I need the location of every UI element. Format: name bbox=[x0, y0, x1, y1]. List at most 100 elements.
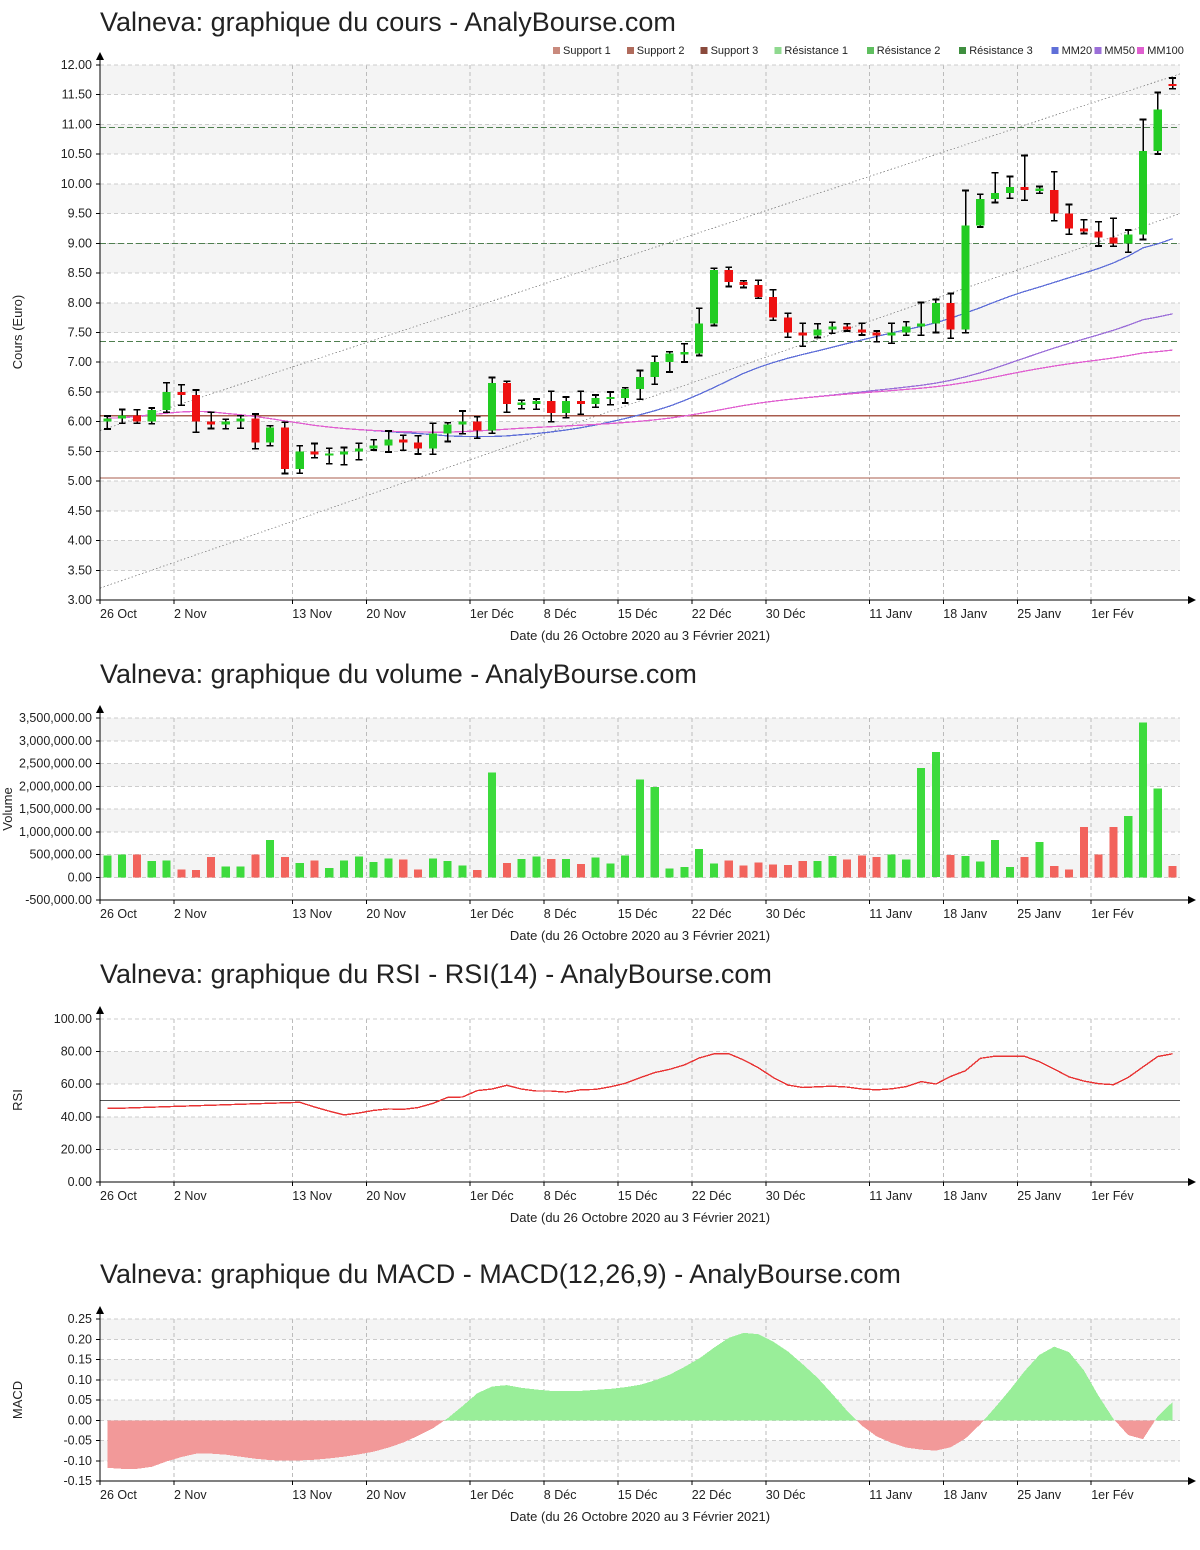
svg-text:30 Déc: 30 Déc bbox=[766, 1189, 806, 1203]
svg-text:80.00: 80.00 bbox=[61, 1045, 92, 1059]
svg-text:1er Déc: 1er Déc bbox=[470, 907, 514, 921]
svg-text:11 Janv: 11 Janv bbox=[869, 1488, 913, 1502]
svg-text:RSI: RSI bbox=[10, 1089, 25, 1111]
svg-text:3.00: 3.00 bbox=[68, 593, 92, 607]
svg-text:11 Janv: 11 Janv bbox=[869, 1189, 913, 1203]
svg-text:18 Janv: 18 Janv bbox=[943, 607, 988, 621]
svg-text:6.50: 6.50 bbox=[68, 385, 92, 399]
svg-text:MACD: MACD bbox=[10, 1381, 25, 1419]
svg-text:Date (du 26 Octobre 2020 au 3: Date (du 26 Octobre 2020 au 3 Février 20… bbox=[510, 1210, 770, 1225]
svg-text:1er Déc: 1er Déc bbox=[470, 1189, 514, 1203]
svg-text:-0.15: -0.15 bbox=[64, 1474, 93, 1488]
svg-text:2 Nov: 2 Nov bbox=[174, 1488, 207, 1502]
svg-text:26 Oct: 26 Oct bbox=[100, 1488, 137, 1502]
svg-text:22 Déc: 22 Déc bbox=[692, 607, 732, 621]
svg-text:1er Déc: 1er Déc bbox=[470, 1488, 514, 1502]
svg-text:3.50: 3.50 bbox=[68, 563, 92, 577]
svg-text:2,500,000.00: 2,500,000.00 bbox=[19, 757, 92, 771]
svg-text:1er Fév: 1er Fév bbox=[1091, 1488, 1134, 1502]
svg-text:13 Nov: 13 Nov bbox=[292, 1488, 332, 1502]
svg-text:26 Oct: 26 Oct bbox=[100, 1189, 137, 1203]
svg-text:0.00: 0.00 bbox=[68, 1413, 92, 1427]
svg-text:Date (du 26 Octobre 2020 au 3: Date (du 26 Octobre 2020 au 3 Février 20… bbox=[510, 1509, 770, 1524]
svg-text:26 Oct: 26 Oct bbox=[100, 607, 137, 621]
svg-text:18 Janv: 18 Janv bbox=[943, 1189, 988, 1203]
svg-text:5.00: 5.00 bbox=[68, 474, 92, 488]
svg-text:40.00: 40.00 bbox=[61, 1110, 92, 1124]
svg-text:0.15: 0.15 bbox=[68, 1353, 92, 1367]
svg-text:2 Nov: 2 Nov bbox=[174, 907, 207, 921]
svg-text:7.50: 7.50 bbox=[68, 326, 92, 340]
svg-text:30 Déc: 30 Déc bbox=[766, 907, 806, 921]
svg-text:18 Janv: 18 Janv bbox=[943, 1488, 988, 1502]
svg-text:11 Janv: 11 Janv bbox=[869, 607, 913, 621]
svg-text:1er Fév: 1er Fév bbox=[1091, 1189, 1134, 1203]
svg-text:Résistance 2: Résistance 2 bbox=[877, 45, 941, 57]
svg-text:13 Nov: 13 Nov bbox=[292, 1189, 332, 1203]
svg-text:13 Nov: 13 Nov bbox=[292, 607, 332, 621]
svg-text:9.50: 9.50 bbox=[68, 207, 92, 221]
svg-text:10.50: 10.50 bbox=[61, 147, 92, 161]
svg-text:Valneva: graphique du RSI - RS: Valneva: graphique du RSI - RSI(14) - An… bbox=[100, 959, 772, 989]
svg-text:100.00: 100.00 bbox=[54, 1012, 92, 1026]
svg-text:15 Déc: 15 Déc bbox=[618, 607, 658, 621]
svg-text:30 Déc: 30 Déc bbox=[766, 607, 806, 621]
svg-text:60.00: 60.00 bbox=[61, 1077, 92, 1091]
svg-text:Valneva: graphique du volume -: Valneva: graphique du volume - AnalyBour… bbox=[100, 659, 697, 689]
svg-text:8 Déc: 8 Déc bbox=[544, 1488, 577, 1502]
svg-text:8 Déc: 8 Déc bbox=[544, 907, 577, 921]
svg-text:25 Janv: 25 Janv bbox=[1017, 607, 1062, 621]
svg-text:4.00: 4.00 bbox=[68, 534, 92, 548]
svg-text:Volume: Volume bbox=[0, 787, 15, 830]
svg-text:8 Déc: 8 Déc bbox=[544, 607, 577, 621]
svg-text:20.00: 20.00 bbox=[61, 1142, 92, 1156]
svg-text:Résistance 3: Résistance 3 bbox=[969, 45, 1033, 57]
svg-text:1er Fév: 1er Fév bbox=[1091, 607, 1134, 621]
svg-text:30 Déc: 30 Déc bbox=[766, 1488, 806, 1502]
svg-text:-0.05: -0.05 bbox=[64, 1434, 93, 1448]
svg-text:Support 2: Support 2 bbox=[637, 45, 685, 57]
svg-text:Support 1: Support 1 bbox=[563, 45, 611, 57]
svg-text:20 Nov: 20 Nov bbox=[366, 1189, 406, 1203]
svg-text:Résistance 1: Résistance 1 bbox=[784, 45, 848, 57]
svg-text:1,500,000.00: 1,500,000.00 bbox=[19, 802, 92, 816]
svg-text:1er Déc: 1er Déc bbox=[470, 607, 514, 621]
svg-text:12.00: 12.00 bbox=[61, 58, 92, 72]
svg-text:MM20: MM20 bbox=[1062, 45, 1093, 57]
svg-text:0.20: 0.20 bbox=[68, 1332, 92, 1346]
svg-text:MM100: MM100 bbox=[1147, 45, 1184, 57]
svg-text:0.00: 0.00 bbox=[68, 870, 92, 884]
svg-text:25 Janv: 25 Janv bbox=[1017, 1189, 1062, 1203]
svg-text:15 Déc: 15 Déc bbox=[618, 1189, 658, 1203]
svg-text:6.00: 6.00 bbox=[68, 415, 92, 429]
svg-text:4.50: 4.50 bbox=[68, 504, 92, 518]
svg-text:8.00: 8.00 bbox=[68, 296, 92, 310]
svg-text:11 Janv: 11 Janv bbox=[869, 907, 913, 921]
svg-text:Cours (Euro): Cours (Euro) bbox=[10, 295, 25, 369]
svg-text:15 Déc: 15 Déc bbox=[618, 1488, 658, 1502]
svg-text:Support 3: Support 3 bbox=[711, 45, 759, 57]
svg-text:10.00: 10.00 bbox=[61, 177, 92, 191]
svg-text:25 Janv: 25 Janv bbox=[1017, 907, 1062, 921]
svg-text:MM50: MM50 bbox=[1104, 45, 1135, 57]
svg-text:25 Janv: 25 Janv bbox=[1017, 1488, 1062, 1502]
svg-text:Date (du 26 Octobre 2020 au 3: Date (du 26 Octobre 2020 au 3 Février 20… bbox=[510, 628, 770, 643]
svg-text:20 Nov: 20 Nov bbox=[366, 1488, 406, 1502]
svg-text:8 Déc: 8 Déc bbox=[544, 1189, 577, 1203]
svg-text:1,000,000.00: 1,000,000.00 bbox=[19, 825, 92, 839]
svg-text:15 Déc: 15 Déc bbox=[618, 907, 658, 921]
svg-text:Date (du 26 Octobre 2020 au 3: Date (du 26 Octobre 2020 au 3 Février 20… bbox=[510, 928, 770, 943]
svg-text:11.50: 11.50 bbox=[62, 88, 92, 102]
svg-text:Valneva: graphique du MACD - M: Valneva: graphique du MACD - MACD(12,26,… bbox=[100, 1259, 901, 1289]
svg-text:2,000,000.00: 2,000,000.00 bbox=[19, 779, 92, 793]
svg-text:7.00: 7.00 bbox=[68, 355, 92, 369]
svg-text:2 Nov: 2 Nov bbox=[174, 607, 207, 621]
svg-text:0.25: 0.25 bbox=[68, 1312, 92, 1326]
svg-text:0.10: 0.10 bbox=[68, 1373, 92, 1387]
svg-text:5.50: 5.50 bbox=[68, 444, 92, 458]
svg-text:Valneva: graphique du cours -: Valneva: graphique du cours - AnalyBours… bbox=[100, 7, 676, 37]
svg-text:20 Nov: 20 Nov bbox=[366, 907, 406, 921]
svg-text:22 Déc: 22 Déc bbox=[692, 1189, 732, 1203]
svg-text:500,000.00: 500,000.00 bbox=[29, 848, 92, 862]
svg-text:9.00: 9.00 bbox=[68, 236, 92, 250]
